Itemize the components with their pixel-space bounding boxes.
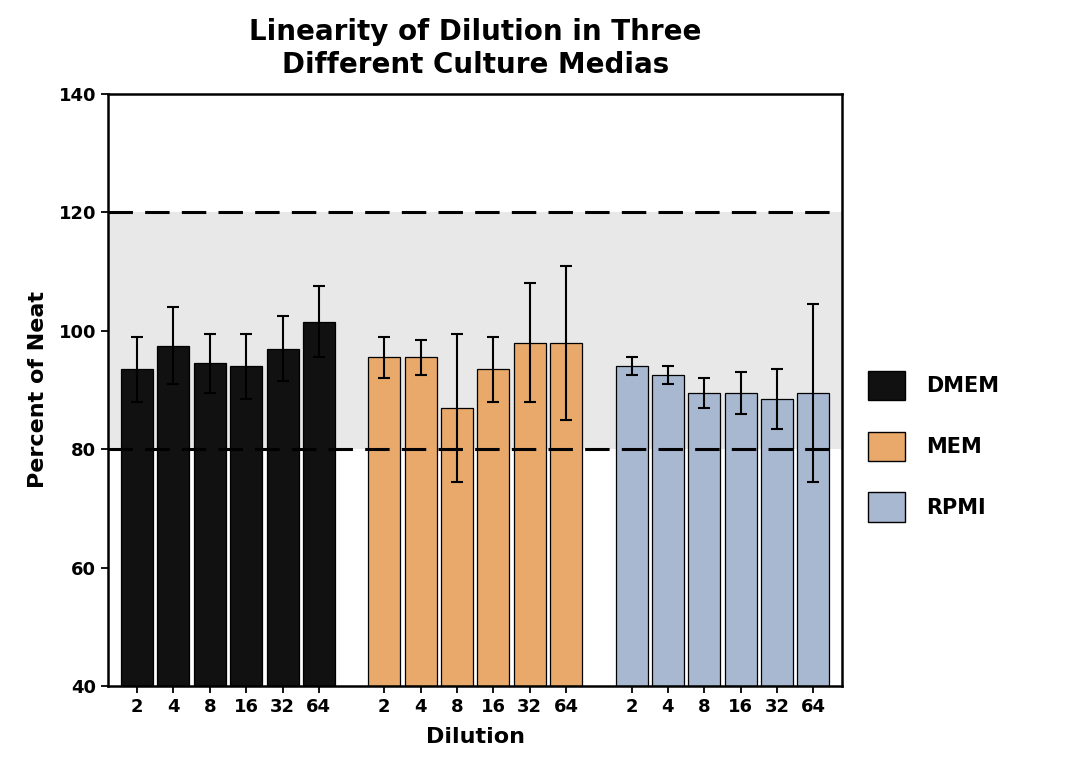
Bar <box>797 393 829 686</box>
Bar <box>616 367 648 686</box>
Bar <box>405 357 436 686</box>
Bar <box>761 399 793 686</box>
Bar <box>652 375 684 686</box>
Bar <box>230 367 262 686</box>
Bar <box>193 363 226 686</box>
Bar <box>267 349 298 686</box>
Bar <box>441 408 473 686</box>
Bar <box>725 393 757 686</box>
Bar <box>368 357 401 686</box>
X-axis label: Dilution: Dilution <box>426 727 525 747</box>
Bar <box>108 212 842 449</box>
Legend: DMEM, MEM, RPMI: DMEM, MEM, RPMI <box>867 370 999 522</box>
Bar <box>477 369 510 686</box>
Bar <box>302 322 335 686</box>
Title: Linearity of Dilution in Three
Different Culture Medias: Linearity of Dilution in Three Different… <box>249 19 701 79</box>
Y-axis label: Percent of Neat: Percent of Neat <box>28 292 48 488</box>
Bar <box>514 342 545 686</box>
Bar <box>158 346 189 686</box>
Bar <box>550 342 582 686</box>
Bar <box>688 393 720 686</box>
Bar <box>121 369 153 686</box>
